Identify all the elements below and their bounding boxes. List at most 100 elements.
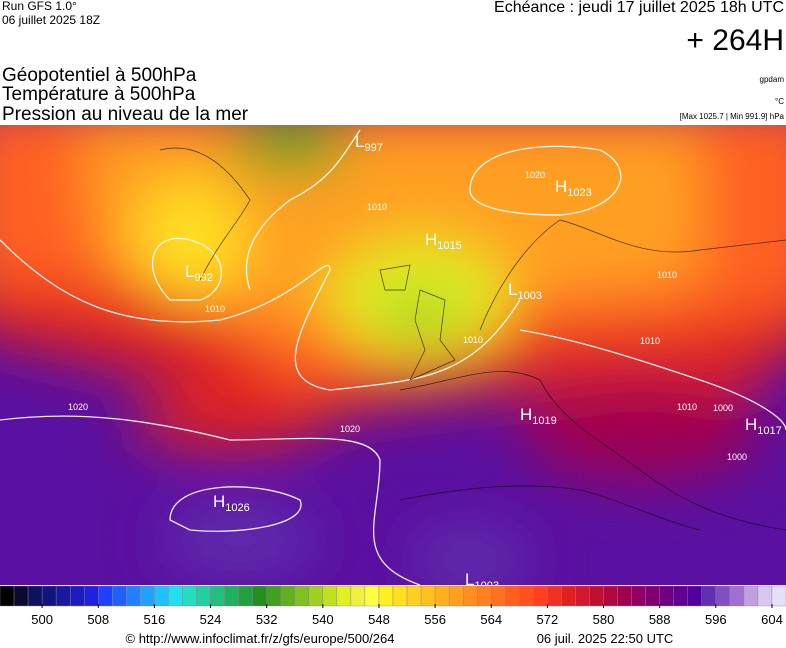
colorbar-label: 508: [87, 612, 109, 627]
colorbar-label: 556: [424, 612, 446, 627]
colorbar-swatch: [27, 585, 43, 607]
isobar-label: 1000: [727, 452, 747, 462]
colorbar-swatch: [603, 585, 618, 607]
colorbar-swatch: [743, 585, 759, 607]
colorbar-label: 500: [31, 612, 53, 627]
center-type: L: [465, 570, 474, 589]
isobar-label: 1010: [205, 304, 225, 314]
center-value: 1003: [517, 290, 541, 302]
colorbar-swatch: [224, 585, 239, 607]
colorbar-swatch: [364, 585, 380, 607]
colorbar-swatch: [280, 585, 295, 607]
colorbar-label: 540: [312, 612, 334, 627]
colorbar-swatch: [350, 585, 366, 607]
center-label: H1019: [520, 405, 557, 427]
colorbar-label: 588: [649, 612, 671, 627]
colorbar-swatch: [491, 585, 506, 607]
colorbar-swatch: [84, 585, 99, 607]
center-value: 992: [194, 272, 212, 284]
colorbar-swatch: [308, 585, 324, 607]
colorbar-swatch: [154, 585, 169, 607]
center-type: H: [213, 492, 225, 511]
colorbar-swatch: [533, 585, 548, 607]
isobar-label: 1010: [463, 335, 483, 345]
colorbar-swatch: [434, 585, 450, 607]
colorbar-swatch: [420, 585, 436, 607]
center-type: H: [745, 415, 757, 434]
colorbar-swatch: [547, 585, 562, 607]
center-type: H: [555, 177, 567, 196]
colorbar-swatch: [238, 585, 253, 607]
colorbar-swatch: [673, 585, 688, 607]
colorbar-swatch: [336, 585, 352, 607]
colorbar-label: 572: [537, 612, 559, 627]
colorbar-swatch: [448, 585, 464, 607]
isobar-label: 1000: [713, 403, 733, 413]
map: [0, 125, 786, 585]
colorbar-swatch: [252, 585, 267, 607]
center-label: H1023: [555, 177, 592, 199]
colorbar-swatch: [645, 585, 660, 607]
colorbar-swatch: [126, 585, 141, 607]
field: Température à 500hPa: [2, 84, 196, 105]
colorbar-swatch: [182, 585, 197, 607]
center-value: 1019: [532, 415, 556, 427]
colorbar-swatch: [729, 585, 745, 607]
unit: °C: [775, 97, 784, 106]
center-label: H1017: [745, 415, 782, 437]
isobar-label: 1010: [677, 402, 697, 412]
center-value: 997: [364, 142, 382, 154]
unit: [Max 1025.7 | Min 991.9] hPa: [680, 112, 785, 121]
colorbar-swatch: [210, 585, 225, 607]
colorbar-swatch: [715, 585, 731, 607]
colorbar-swatch: [196, 585, 211, 607]
colorbar-swatch: [771, 585, 786, 607]
unit: gpdam: [760, 75, 785, 84]
colorbar-swatch: [69, 585, 85, 607]
isobar-label: 1010: [657, 270, 677, 280]
colorbar-swatch: [0, 585, 15, 607]
footer-date: 06 juil. 2025 22:50 UTC: [537, 631, 674, 646]
center-value: 1023: [567, 187, 591, 199]
colorbar-label: 532: [256, 612, 278, 627]
colorbar-swatch: [13, 585, 29, 607]
center-type: H: [520, 405, 532, 424]
colorbar-swatch: [322, 585, 338, 607]
center-label: H1015: [425, 230, 462, 252]
echeance: Echéance : jeudi 17 juillet 2025 18h UTC: [494, 0, 784, 16]
colorbar-swatch: [687, 585, 702, 607]
lead-time: + 264H: [686, 24, 784, 57]
run-date: 06 juillet 2025 18Z: [2, 13, 100, 27]
colorbar-swatch: [112, 585, 127, 607]
center-label: L1003: [508, 280, 542, 302]
center-value: 1015: [437, 240, 461, 252]
colorbar-swatch: [168, 585, 183, 607]
colorbar-swatch: [505, 585, 520, 607]
isobar-label: 1010: [640, 336, 660, 346]
colorbar-swatch: [41, 585, 57, 607]
colorbar-label: 596: [705, 612, 727, 627]
colorbar-swatch: [575, 585, 590, 607]
colorbar-swatch: [477, 585, 492, 607]
colorbar-swatch: [519, 585, 534, 607]
isobar-label: 1020: [525, 170, 545, 180]
center-label: L992: [185, 262, 213, 284]
center-type: L: [508, 280, 517, 299]
colorbar-swatch: [378, 585, 394, 607]
colorbar-label: 580: [593, 612, 615, 627]
colorbar-swatch: [659, 585, 674, 607]
isobar-label: 1010: [367, 202, 387, 212]
center-value: 1017: [757, 425, 781, 437]
colorbar-swatch: [98, 585, 113, 607]
colorbar-label: 564: [480, 612, 502, 627]
colorbar-swatch: [140, 585, 155, 607]
colorbar-swatch: [55, 585, 71, 607]
colorbar-swatch: [406, 585, 422, 607]
colorbar: 500 508 516 524 532 540 548 556 564 572 580 588 596 6…: [0, 585, 786, 627]
center-value: 1026: [225, 502, 249, 514]
center-type: L: [185, 262, 194, 281]
center-type: L: [355, 132, 364, 151]
isobar-label: 1020: [340, 424, 360, 434]
